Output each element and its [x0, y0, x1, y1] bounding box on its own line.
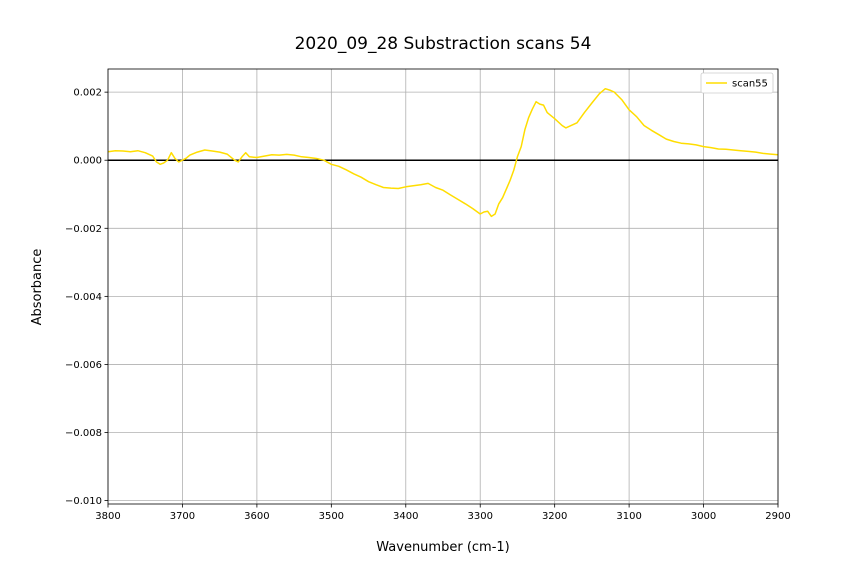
- y-tick-label: 0.000: [73, 156, 102, 167]
- y-tick-label: −0.010: [65, 496, 102, 507]
- y-tick-label: −0.006: [65, 360, 102, 371]
- y-tick-label: −0.002: [65, 224, 102, 235]
- x-tick-label: 3700: [170, 511, 195, 522]
- legend: scan55: [700, 72, 774, 94]
- chart-title: 2020_09_28 Substraction scans 54: [295, 34, 592, 54]
- y-tick-label: −0.004: [65, 292, 102, 303]
- y-axis: 0.002 0.000 −0.002 −0.004 −0.006 −0.008 −0.010: [65, 88, 108, 507]
- x-tick-label: 3500: [319, 511, 344, 522]
- series-line-scan55: [107, 87, 779, 218]
- x-tick-label: 2900: [765, 511, 790, 522]
- x-tick-label: 3400: [393, 511, 418, 522]
- plot-area-frame: [107, 68, 779, 505]
- x-tick-label: 3100: [616, 511, 641, 522]
- x-tick-label: 3000: [691, 511, 716, 522]
- y-tick-label: −0.008: [65, 428, 102, 439]
- x-tick-label: 3200: [542, 511, 567, 522]
- x-axis-label: Wavenumber (cm-1): [376, 540, 509, 555]
- x-tick-label: 3800: [95, 511, 120, 522]
- x-axis: 3800 3700 3600 3500 3400 3300 3200 3100 3000 2900: [95, 504, 791, 522]
- x-tick-label: 3300: [467, 511, 492, 522]
- x-tick-label: 3600: [244, 511, 269, 522]
- legend-box: [700, 72, 774, 94]
- legend-label: scan55: [732, 79, 768, 90]
- y-axis-label: Absorbance: [30, 249, 45, 326]
- y-tick-label: 0.002: [73, 88, 102, 99]
- series-layer: [107, 87, 779, 218]
